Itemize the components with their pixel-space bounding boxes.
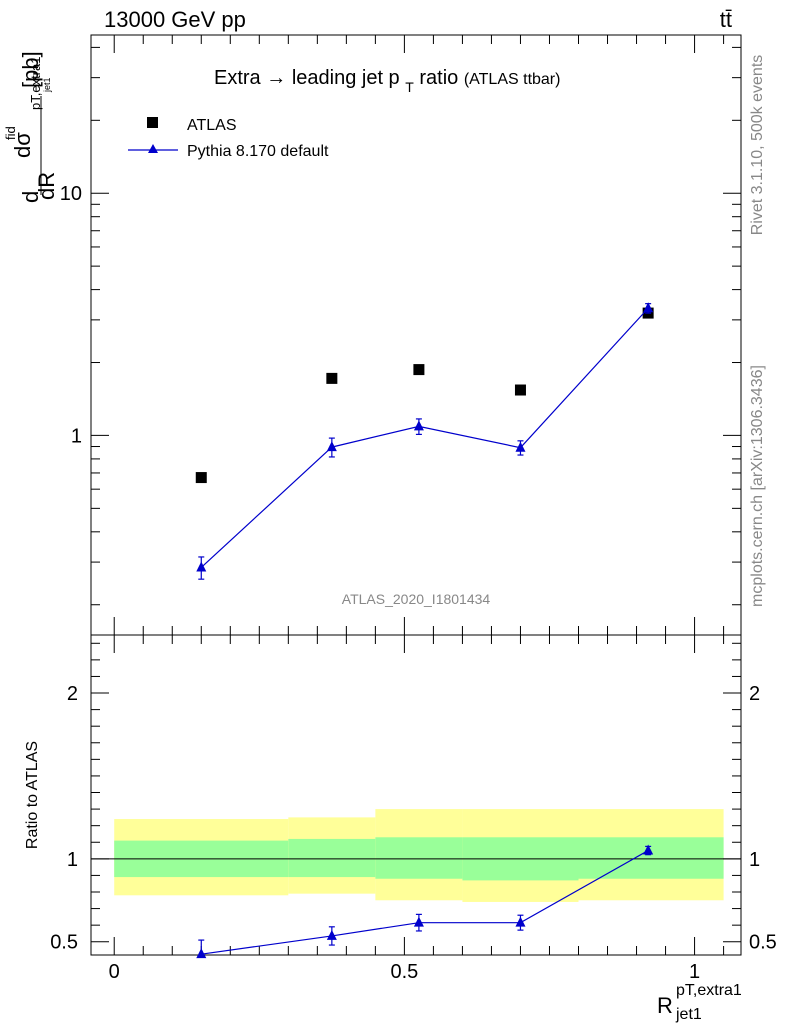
main-y-tick-label: 10: [60, 183, 82, 205]
ylabel-sigma: dσ: [10, 132, 35, 158]
x-axis-label: R pT,extra1 jet1: [657, 982, 742, 1023]
title-note: (ATLAS ttbar): [464, 71, 561, 88]
title-main: Extra: [214, 67, 262, 89]
ratio-pythia-point: [413, 916, 424, 927]
ratio-panel: 0.5 0.5 1 1 2 2 0 0.5 1 Ratio to ATLAS R pT,extr…: [24, 634, 777, 1023]
ratio-bands: [114, 809, 724, 902]
main-y-tick-label: 1: [71, 425, 82, 447]
pythia-line: [200, 307, 649, 568]
ratio-pythia-point: [196, 948, 207, 959]
ylabel-dR: dR: [34, 172, 59, 200]
main-y-label: d dσ fid pT,extra1 jet1 dR [pb]: [3, 51, 59, 203]
main-title: Extra → leading jet p T ratio (ATLAS ttb…: [214, 67, 560, 97]
x-tick-label: 1: [689, 961, 700, 983]
ylabel-sup: fid: [3, 126, 18, 140]
atlas-point: [413, 364, 425, 376]
mcplots-label: mcplots.cern.ch [arXiv:1306.3436]: [749, 365, 766, 607]
process-label: tt̄: [720, 7, 732, 32]
title-end: ratio: [419, 67, 458, 89]
watermark: ATLAS_2020_I1801434: [342, 591, 491, 607]
main-y-ticks: [91, 35, 741, 635]
pythia-point: [643, 302, 654, 313]
ylabel-unit: [pb]: [18, 51, 43, 88]
title-arrow: →: [266, 67, 286, 89]
ylabel-sub2: jet1: [42, 77, 52, 93]
legend-pythia-marker: [148, 144, 158, 153]
xlabel-sup: pT,extra1: [676, 982, 742, 999]
title-rest: leading jet p: [292, 67, 400, 89]
ratio-y-tick-label-right: 2: [749, 683, 760, 705]
pythia-point: [515, 441, 526, 452]
pythia-point: [326, 441, 337, 452]
legend: ATLAS Pythia 8.170 default: [128, 117, 329, 160]
ratio-pythia-point: [326, 929, 337, 940]
main-y-tick-labels: 1 10: [60, 183, 82, 447]
main-data: [195, 302, 654, 580]
x-tick-label: 0: [109, 961, 120, 983]
x-tick-label: 0.5: [390, 961, 418, 983]
ratio-y-tick-label-left: 2: [67, 683, 78, 705]
main-panel: 1 10 Extra → leading jet p T ratio (ATLAS…: [3, 34, 742, 636]
atlas-point: [514, 384, 526, 396]
atlas-point: [326, 372, 338, 384]
ratio-y-label: Ratio to ATLAS: [24, 741, 41, 849]
ratio-tick-labels: 0.5 0.5 1 1 2 2 0 0.5 1: [50, 683, 777, 983]
xlabel-sub: jet1: [675, 1006, 702, 1023]
ylabel-sub1: pT,extra1: [28, 57, 43, 110]
ratio-frame: [90, 634, 742, 956]
ratio-y-tick-label-left: 1: [67, 849, 78, 871]
ratio-pythia-point: [515, 916, 526, 927]
ratio-y-tick-label-left: 0.5: [50, 932, 78, 954]
pythia-point: [196, 561, 207, 572]
ratio-y-tick-label-right: 1: [749, 849, 760, 871]
ylabel-d: d: [18, 191, 43, 203]
energy-label: 13000 GeV pp: [104, 7, 246, 32]
uncertainty-band-inner: [288, 838, 376, 878]
legend-atlas-marker: [147, 117, 158, 128]
ratio-y-tick-label-right: 0.5: [749, 932, 777, 954]
ratio-data: [196, 844, 654, 959]
rivet-label: Rivet 3.1.10, 500k events: [749, 55, 766, 236]
atlas-point: [195, 472, 207, 484]
ratio-ticks: [91, 635, 741, 955]
pythia-point: [413, 420, 424, 431]
uncertainty-band-inner: [578, 837, 724, 879]
uncertainty-band-inner: [375, 837, 463, 879]
legend-atlas-label: ATLAS: [187, 117, 237, 134]
ratio-pythia-point: [643, 844, 654, 855]
xlabel-main: R: [657, 993, 673, 1018]
legend-pythia-label: Pythia 8.170 default: [187, 143, 329, 160]
title-sub: T: [405, 79, 414, 95]
